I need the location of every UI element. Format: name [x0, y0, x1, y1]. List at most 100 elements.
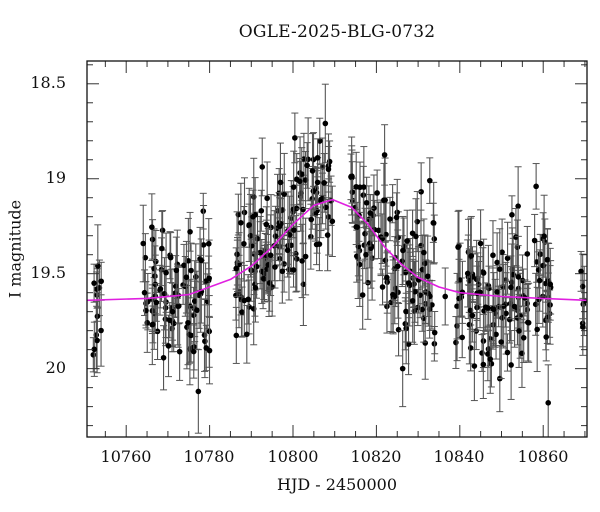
data-point	[468, 288, 476, 343]
data-point	[148, 193, 156, 261]
data-point	[182, 240, 190, 314]
photometry-points	[89, 83, 587, 437]
data-point	[290, 204, 298, 256]
data-point	[159, 210, 167, 251]
x-axis-label: HJD - 2450000	[276, 475, 398, 494]
data-point	[90, 321, 98, 377]
data-point	[152, 283, 160, 322]
data-point	[187, 242, 195, 299]
x-tick-label: 10780	[183, 447, 235, 466]
data-point	[238, 286, 246, 338]
data-point	[260, 257, 268, 300]
data-point	[249, 189, 257, 244]
data-point	[508, 195, 516, 235]
data-point	[139, 204, 147, 283]
data-point	[280, 152, 288, 236]
data-point	[405, 247, 413, 319]
data-point	[258, 137, 266, 197]
data-point	[393, 192, 401, 243]
data-point	[441, 267, 449, 326]
data-point	[399, 330, 407, 408]
data-point	[251, 253, 259, 323]
data-point	[515, 293, 523, 368]
data-point	[523, 225, 531, 282]
data-point	[498, 218, 506, 286]
data-point	[413, 191, 421, 253]
data-point	[93, 307, 101, 374]
data-point	[202, 324, 210, 372]
data-point	[472, 311, 480, 351]
data-point	[321, 83, 329, 164]
data-point	[168, 282, 176, 341]
data-point	[403, 209, 411, 273]
data-point	[363, 176, 371, 229]
data-point	[362, 225, 370, 284]
data-point	[291, 112, 299, 164]
data-point	[467, 215, 475, 296]
x-tick-label: 10820	[350, 447, 402, 466]
data-point	[531, 213, 539, 268]
data-point	[290, 252, 298, 288]
data-point	[347, 153, 355, 201]
data-point	[507, 255, 515, 320]
data-point	[245, 187, 253, 262]
data-point	[186, 211, 194, 252]
data-point	[497, 304, 505, 380]
data-point	[500, 263, 508, 349]
data-point	[352, 151, 360, 222]
data-point	[520, 312, 528, 363]
data-point	[579, 297, 587, 356]
data-point	[389, 184, 397, 224]
x-tick-label: 10840	[433, 447, 485, 466]
data-point	[454, 210, 462, 284]
data-point	[359, 260, 367, 330]
data-point	[162, 232, 170, 313]
data-point	[191, 260, 199, 343]
data-point	[165, 314, 173, 378]
data-point	[267, 214, 275, 297]
data-point	[399, 215, 407, 285]
data-point	[314, 138, 322, 178]
data-point	[511, 265, 519, 348]
data-point	[141, 269, 149, 316]
data-point	[324, 198, 332, 272]
data-point	[479, 330, 487, 400]
data-point	[324, 145, 332, 193]
data-point	[200, 205, 208, 285]
data-point	[532, 163, 540, 210]
data-point	[284, 223, 292, 278]
data-point	[502, 272, 510, 355]
y-tick-label: 19	[45, 168, 66, 187]
data-point	[156, 269, 164, 309]
data-point	[542, 312, 550, 362]
data-point	[303, 142, 311, 189]
data-point	[431, 310, 439, 355]
data-point	[302, 217, 310, 296]
data-point	[197, 238, 205, 283]
data-point	[546, 247, 554, 321]
data-point	[205, 218, 213, 270]
data-point	[278, 238, 286, 304]
data-point	[309, 133, 317, 209]
data-point	[514, 235, 522, 319]
data-point	[426, 157, 434, 204]
data-point	[393, 178, 401, 246]
data-point	[420, 218, 428, 287]
data-point	[540, 194, 548, 278]
data-point	[380, 162, 388, 238]
data-point	[373, 169, 381, 217]
data-point	[486, 324, 494, 394]
data-point	[525, 282, 533, 363]
data-point	[382, 202, 390, 267]
data-point	[366, 193, 374, 233]
axis-ticks	[87, 61, 587, 437]
data-point	[429, 202, 437, 243]
data-point	[243, 304, 251, 364]
y-tick-label: 20	[45, 358, 66, 377]
data-point	[386, 196, 394, 242]
data-point	[257, 189, 265, 232]
y-tick-label: 18.5	[30, 73, 66, 92]
data-point	[240, 264, 248, 337]
data-point	[381, 124, 389, 186]
